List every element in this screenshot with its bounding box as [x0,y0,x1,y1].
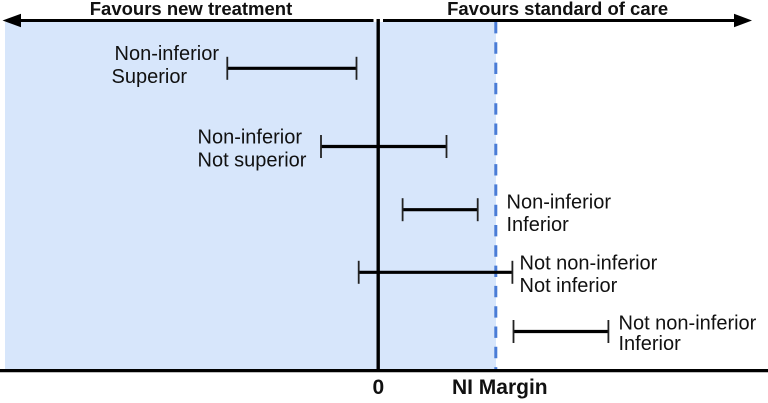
svg-text:Favours standard of care: Favours standard of care [447,0,668,19]
svg-text:Non-inferior: Non-inferior [507,191,612,213]
svg-text:Inferior: Inferior [507,214,570,236]
svg-text:Not superior: Not superior [198,150,307,172]
svg-text:Not non-inferior: Not non-inferior [520,253,658,275]
svg-text:Non-inferior: Non-inferior [198,127,303,149]
svg-text:Inferior: Inferior [619,333,682,355]
svg-text:Superior: Superior [112,66,188,88]
svg-text:Non-inferior: Non-inferior [115,43,220,65]
svg-text:0: 0 [373,376,385,399]
svg-text:Not inferior: Not inferior [520,275,618,297]
svg-text:Favours new treatment: Favours new treatment [90,0,293,19]
svg-text:Not non-inferior: Not non-inferior [619,312,757,334]
svg-text:NI Margin: NI Margin [452,376,548,399]
